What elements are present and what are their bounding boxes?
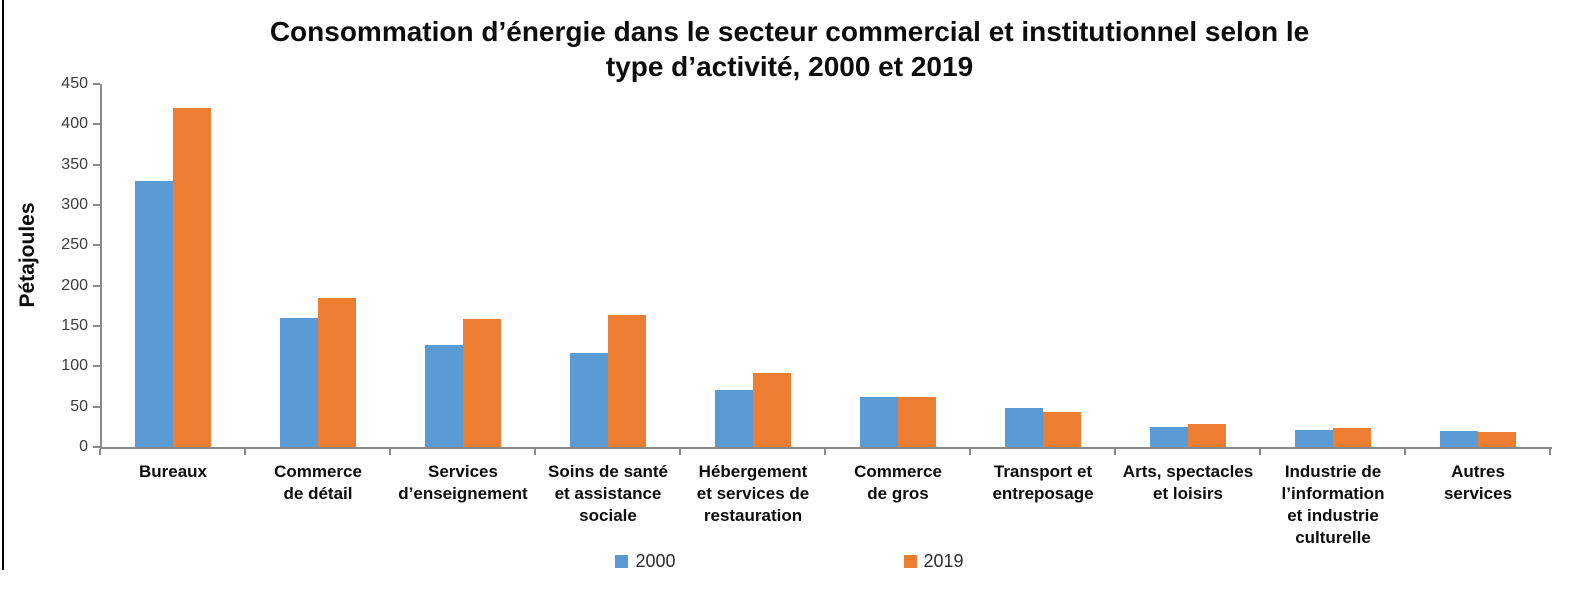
- x-axis-category-label-line: de détail: [283, 484, 353, 503]
- x-axis-category-label-line: l’information: [1281, 484, 1385, 503]
- x-axis-tick-mark: [1549, 449, 1551, 455]
- bar-2000-5: [860, 397, 898, 447]
- bar-2000-0: [135, 181, 173, 447]
- bar-2000-3: [570, 353, 608, 447]
- x-axis-category-label-line: services: [1443, 484, 1513, 503]
- y-axis-tick-label: 150: [61, 317, 88, 334]
- x-axis-category-label: Commerce de détail: [233, 461, 403, 505]
- x-axis-category-label-line: Arts, spectacles: [1122, 462, 1254, 481]
- bar-2000-8: [1295, 430, 1333, 447]
- y-axis-tick-mark: [93, 244, 100, 247]
- x-axis-category-label-line: Services: [428, 462, 498, 481]
- x-axis-category-label-line: culturelle: [1295, 528, 1371, 547]
- y-axis-tick-mark: [93, 83, 100, 85]
- y-axis-tick-mark: [93, 365, 100, 368]
- bar-2019-0: [173, 108, 211, 447]
- legend-item-2000: 2000: [615, 551, 676, 572]
- x-axis-category-label-line: de gros: [867, 484, 929, 503]
- x-axis-category-label-line: Hébergement: [698, 462, 808, 481]
- x-axis-category-label: Services d’enseignement: [378, 461, 548, 505]
- y-axis-tick-mark: [93, 123, 100, 126]
- bar-2000-1: [280, 318, 318, 447]
- y-axis-tick-mark: [93, 204, 100, 206]
- y-axis-tick-mark: [93, 163, 100, 166]
- x-axis-category-label-line: et loisirs: [1153, 484, 1223, 503]
- plot-area: [100, 84, 1552, 449]
- x-axis-tick-mark: [534, 449, 536, 455]
- chart-legend: 2000 2019: [0, 551, 1579, 572]
- x-axis-tick-mark: [824, 449, 826, 455]
- bar-2000-4: [715, 390, 753, 447]
- legend-label-2019: 2019: [923, 551, 964, 571]
- x-axis-category-label-line: et assistance: [554, 484, 662, 503]
- x-axis-category-label-line: Soins de santé: [548, 462, 668, 481]
- x-axis-tick-mark: [1114, 449, 1116, 455]
- y-axis-tick-label: 250: [61, 236, 88, 254]
- x-axis-category-label: Bureaux: [88, 461, 258, 483]
- x-axis-category-label: Soins de santé et assistance sociale: [523, 461, 693, 527]
- x-axis-category-label: Hébergement et services de restauration: [668, 461, 838, 527]
- x-axis-category-label-line: Transport et: [993, 462, 1093, 481]
- x-axis-tick-mark: [99, 449, 101, 455]
- x-axis-tick-mark: [389, 449, 391, 455]
- legend-swatch-2019-icon: [903, 555, 917, 568]
- x-axis-category-label: Transport et entreposage: [958, 461, 1128, 505]
- x-axis-category-label-line: restauration: [703, 506, 803, 525]
- x-axis-tick-mark: [969, 449, 971, 455]
- x-axis-category-label-line: Bureaux: [138, 462, 208, 481]
- y-axis-tick-label: 300: [61, 196, 88, 213]
- bar-2019-8: [1333, 428, 1371, 447]
- x-axis-category-label: Industrie de l’information et industrie cul…: [1248, 461, 1418, 549]
- y-axis-tick-label: 50: [70, 397, 88, 415]
- x-axis-category-label-line: entreposage: [992, 484, 1094, 503]
- y-axis-tick-label: 450: [61, 75, 88, 92]
- bar-2019-7: [1188, 424, 1226, 447]
- y-axis-tick-label: 350: [61, 155, 88, 173]
- x-axis-category-label-line: Commerce: [854, 462, 942, 481]
- x-axis-category-label-line: Industrie de: [1284, 462, 1382, 481]
- chart-title: Consommation d’énergie dans le secteur c…: [0, 14, 1579, 84]
- x-axis-category-label-line: Autres: [1451, 462, 1505, 481]
- x-axis-tick-mark: [244, 449, 246, 455]
- bar-2019-2: [463, 319, 501, 447]
- x-axis-category-label: Arts, spectacles et loisirs: [1103, 461, 1273, 505]
- bar-2019-6: [1043, 412, 1081, 447]
- x-axis-category-label: Autres services: [1393, 461, 1563, 505]
- bar-2019-1: [318, 298, 356, 447]
- bar-2019-5: [898, 397, 936, 447]
- image-left-border-line: [2, 0, 4, 570]
- bar-2000-6: [1005, 408, 1043, 447]
- x-axis-category-label: Commerce de gros: [813, 461, 983, 505]
- legend-item-2019: 2019: [903, 551, 964, 572]
- x-axis-category-label-line: et industrie: [1287, 506, 1379, 525]
- bar-2019-4: [753, 373, 791, 447]
- y-axis-tick-mark: [93, 405, 100, 408]
- bar-2000-7: [1150, 427, 1188, 447]
- y-axis-tick-label: 0: [79, 438, 88, 455]
- y-axis-tick-label: 400: [61, 115, 88, 133]
- bar-2019-3: [608, 315, 646, 447]
- bar-2019-9: [1478, 432, 1516, 447]
- x-axis-category-label-line: d’enseignement: [398, 484, 528, 503]
- x-axis-tick-mark: [679, 449, 681, 455]
- bar-2000-2: [425, 345, 463, 447]
- y-axis-tick-label: 200: [61, 276, 88, 294]
- x-axis-tick-mark: [1259, 449, 1261, 455]
- x-axis-category-label-line: et services de: [696, 484, 810, 503]
- x-axis-tick-mark: [1404, 449, 1406, 455]
- x-axis-category-label-line: sociale: [579, 506, 637, 525]
- y-axis-tick-label: 100: [61, 357, 88, 375]
- x-axis-category-label-line: Commerce: [274, 462, 362, 481]
- y-axis-tick-mark: [93, 284, 100, 287]
- bar-2000-9: [1440, 431, 1478, 447]
- y-axis-tick-mark: [93, 446, 100, 448]
- chart-title-line-1: Consommation d’énergie dans le secteur c…: [269, 16, 1310, 47]
- chart-title-line-2: type d’activité, 2000 et 2019: [605, 51, 974, 82]
- legend-label-2000: 2000: [635, 551, 676, 571]
- y-axis-tick-mark: [93, 325, 100, 327]
- legend-swatch-2000-icon: [615, 555, 629, 568]
